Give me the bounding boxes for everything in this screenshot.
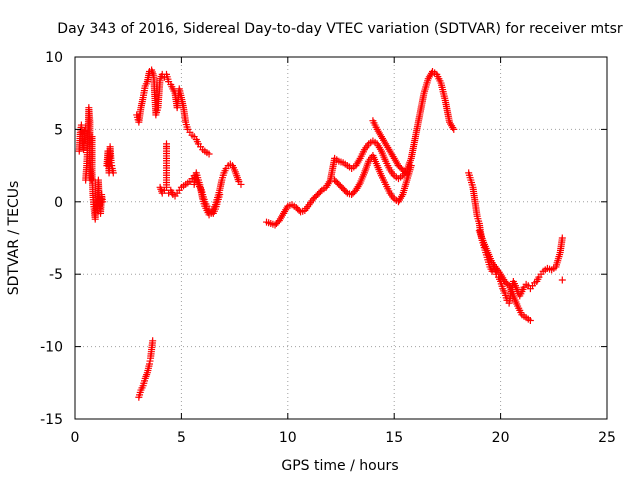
- data-point: [237, 180, 245, 188]
- y-tick-label: -5: [49, 267, 63, 283]
- y-tick-label: 5: [54, 122, 63, 138]
- x-tick-label: 5: [177, 430, 186, 446]
- data-point: [87, 176, 95, 184]
- data-point: [316, 188, 324, 196]
- data-point: [342, 188, 350, 196]
- data-point: [526, 317, 534, 325]
- y-axis-label: SDTVAR / TECUs: [6, 181, 22, 296]
- data-point: [558, 276, 566, 284]
- x-tick-label: 15: [385, 430, 403, 446]
- grid-lines: [75, 57, 607, 419]
- data-point: [403, 170, 411, 178]
- data-point: [450, 125, 458, 133]
- y-tick-label: 0: [54, 195, 63, 211]
- data-point: [558, 234, 566, 242]
- y-tick-label: -10: [40, 340, 63, 356]
- plot-border: [74, 56, 608, 420]
- data-point: [407, 162, 415, 170]
- data-point: [216, 191, 224, 199]
- data-point: [149, 337, 157, 345]
- data-point: [205, 150, 213, 158]
- data-point: [109, 169, 117, 177]
- data-point: [402, 169, 410, 177]
- x-tick-label: 25: [598, 430, 616, 446]
- data-point: [99, 198, 107, 206]
- x-axis-label: GPS time / hours: [281, 458, 398, 474]
- x-tick-label: 10: [279, 430, 297, 446]
- axis-ticks: 0 5 10 15 20 25 -15 -10 -5 0 5 10: [40, 50, 616, 446]
- data-point: [163, 140, 171, 148]
- x-tick-label: 0: [71, 430, 80, 446]
- chart-title: Day 343 of 2016, Sidereal Day-to-day VTE…: [57, 21, 623, 37]
- data-points: [75, 66, 566, 401]
- x-tick-label: 20: [492, 430, 510, 446]
- y-tick-label: -15: [40, 412, 63, 428]
- y-tick-label: 10: [45, 50, 63, 66]
